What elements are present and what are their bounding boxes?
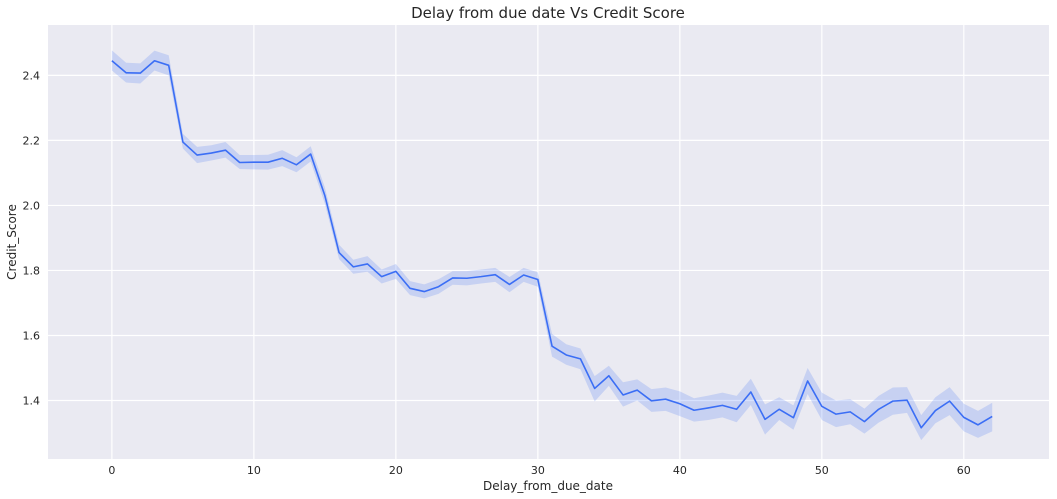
plot-area bbox=[48, 25, 1049, 459]
y-axis-ticks: 1.4 1.6 1.8 2.0 2.2 2.4 bbox=[23, 69, 41, 407]
y-tick-label: 2.4 bbox=[23, 69, 41, 82]
y-tick-label: 2.2 bbox=[23, 134, 41, 147]
x-tick-label: 0 bbox=[108, 464, 115, 477]
y-axis-label: Credit_Score bbox=[5, 204, 19, 280]
grid-lines bbox=[48, 25, 1049, 459]
series-line bbox=[111, 59, 993, 429]
x-tick-label: 60 bbox=[957, 464, 971, 477]
y-tick-label: 2.0 bbox=[23, 199, 41, 212]
y-tick-label: 1.6 bbox=[23, 329, 41, 342]
series-line-layer bbox=[111, 59, 993, 429]
x-tick-label: 40 bbox=[673, 464, 687, 477]
confidence-band bbox=[111, 50, 993, 441]
x-tick-label: 20 bbox=[389, 464, 403, 477]
x-axis-label: Delay_from_due_date bbox=[483, 479, 613, 493]
x-tick-label: 10 bbox=[247, 464, 261, 477]
x-tick-label: 50 bbox=[815, 464, 829, 477]
x-tick-label: 30 bbox=[531, 464, 545, 477]
y-tick-label: 1.4 bbox=[23, 394, 41, 407]
x-axis-ticks: 0 10 20 30 40 50 60 bbox=[108, 464, 970, 477]
y-tick-label: 1.8 bbox=[23, 264, 41, 277]
chart-title: Delay from due date Vs Credit Score bbox=[411, 4, 685, 22]
confidence-band-layer bbox=[111, 50, 993, 441]
